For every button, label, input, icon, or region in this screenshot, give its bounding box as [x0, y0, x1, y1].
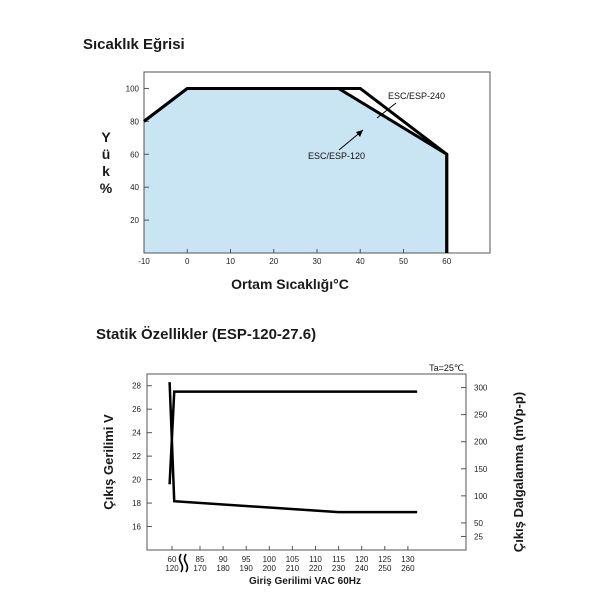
right-y-tick-label: 250 — [474, 411, 488, 420]
x-tick-label-bottom: 210 — [286, 564, 300, 573]
x-axis-label: Giriş Gerilimi VAC 60Hz — [249, 576, 361, 587]
left-y-tick-label: 18 — [132, 499, 141, 508]
x-tick-label-top: 125 — [378, 555, 392, 564]
x-axis-label: Ortam Sıcaklığı°C — [231, 276, 349, 292]
x-tick-label: 50 — [399, 257, 408, 266]
left-y-tick-label: 20 — [132, 476, 141, 485]
x-tick-label-bottom: 170 — [193, 564, 207, 573]
temperature-derating-chart: 20 40 60 80 100 -10 0 10 20 30 40 50 60 ESC/ESP-240 ES… — [100, 71, 491, 292]
x-tick-label-bottom: 260 — [401, 564, 415, 573]
x-tick-label: 30 — [313, 257, 322, 266]
x-tick-label: 60 — [442, 257, 451, 266]
y-tick-label: 20 — [130, 216, 139, 225]
x-tick-label: -10 — [138, 257, 150, 266]
left-y-tick-label: 26 — [132, 405, 141, 414]
axis-break-mark — [178, 553, 184, 573]
right-y-tick-label: 300 — [474, 384, 488, 393]
y-tick-label: 40 — [130, 183, 139, 192]
right-y-tick-label: 25 — [474, 532, 483, 541]
y-tick-label: 100 — [126, 84, 140, 93]
series-label-esc-esp-240: ESC/ESP-240 — [388, 91, 445, 101]
x-tick-label-top: 90 — [219, 555, 228, 564]
ambient-temperature-note: Ta=25℃ — [429, 363, 464, 373]
y-tick-label: 80 — [130, 117, 139, 126]
x-tick-label-top: 100 — [263, 555, 277, 564]
x-tick-label-bottom: 220 — [309, 564, 323, 573]
x-tick-label: 0 — [185, 257, 190, 266]
series-line-esc-esp-120 — [143, 86, 449, 253]
right-y-tick-label: 150 — [474, 465, 488, 474]
x-tick-label-top: 95 — [242, 555, 251, 564]
x-tick-label-top: 120 — [355, 555, 369, 564]
right-y-tick-label: 100 — [474, 492, 488, 501]
x-tick-label-bottom: 120 — [165, 564, 179, 573]
x-tick-label: 20 — [269, 257, 278, 266]
left-y-tick-label: 28 — [132, 382, 141, 391]
series-label-esc-esp-120: ESC/ESP-120 — [308, 151, 365, 161]
right-y-tick-label: 200 — [474, 438, 488, 447]
x-tick-label-top: 105 — [286, 555, 300, 564]
x-tick-label-bottom: 240 — [355, 564, 369, 573]
x-tick-label-bottom: 180 — [216, 564, 230, 573]
right-y-tick-label: 50 — [474, 519, 483, 528]
static-characteristics-chart-title: Statik Özellikler (ESP-120-27.6) — [96, 326, 317, 343]
right-y-axis-label: Çıkış Dalgalanma (mVp-p) — [511, 392, 526, 552]
x-tick-label-bottom: 200 — [263, 564, 277, 573]
series-pointer-esc-esp-240 — [376, 102, 397, 119]
left-y-tick-label: 22 — [132, 452, 141, 461]
x-tick-label: 40 — [356, 257, 365, 266]
x-tick-label-bottom: 250 — [378, 564, 392, 573]
output-voltage-line — [168, 390, 418, 485]
x-tick-label-bottom: 230 — [332, 564, 346, 573]
x-tick-label-top: 110 — [309, 555, 322, 564]
static-characteristics-chart: 1618202224262825501001502002503006012085… — [101, 363, 526, 587]
derating-area-fill — [144, 88, 447, 253]
left-y-tick-label: 24 — [132, 429, 141, 438]
y-tick-label: 60 — [130, 150, 139, 159]
x-tick-label-top: 60 — [168, 555, 177, 564]
x-tick-label: 10 — [226, 257, 235, 266]
series-pointer-arrowhead — [356, 130, 363, 137]
output-ripple-line — [168, 382, 418, 514]
plot-frame — [146, 373, 467, 551]
left-y-tick-label: 16 — [132, 523, 141, 532]
x-tick-label-bottom: 190 — [240, 564, 254, 573]
left-y-axis-label: Çıkış Gerilimi V — [101, 414, 116, 510]
x-tick-label-top: 85 — [196, 555, 205, 564]
x-tick-label-top: 115 — [332, 555, 345, 564]
axis-break-mark — [183, 553, 189, 573]
temperature-chart-title: Sıcaklık Eğrisi — [83, 36, 185, 53]
x-tick-label-top: 130 — [401, 555, 415, 564]
